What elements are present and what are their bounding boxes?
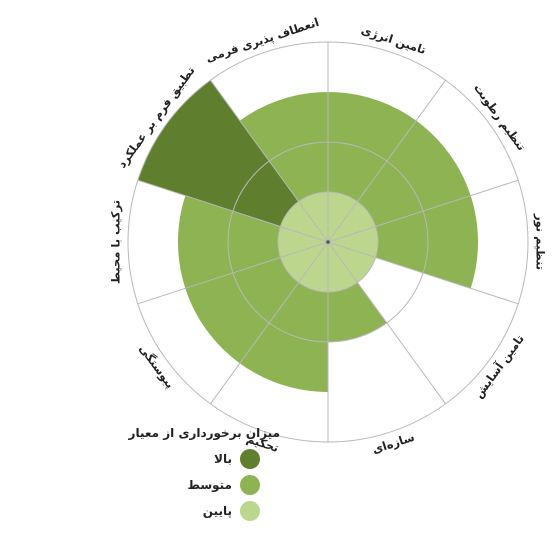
- legend-item-low: پایین: [120, 500, 280, 522]
- grid-spoke: [137, 241, 329, 305]
- grid-spoke: [327, 179, 519, 243]
- legend-swatch-high: [240, 449, 260, 469]
- legend-swatch-low: [240, 501, 260, 521]
- category-label: تنظیم نور: [533, 213, 548, 270]
- grid-spoke: [327, 79, 446, 243]
- grid-layer: [127, 41, 529, 443]
- legend-swatch-medium: [240, 475, 260, 495]
- legend-item-high: بالا: [120, 448, 280, 470]
- category-label: سازه‌ای: [370, 430, 416, 457]
- grid-spoke: [210, 79, 329, 243]
- category-label: تنظیم رطوبت: [470, 81, 529, 154]
- category-label: تامین انرژی: [359, 23, 427, 57]
- center-dot: [326, 240, 330, 244]
- sector-wedge: [177, 195, 328, 289]
- legend-title: میزان برخورداری از معیار: [128, 426, 280, 440]
- grid-spoke: [327, 241, 446, 405]
- legend-label-high: بالا: [214, 452, 232, 466]
- grid-spoke: [210, 241, 329, 405]
- legend-label-low: پایین: [202, 504, 232, 518]
- grid-spoke: [327, 241, 519, 305]
- grid-spoke: [137, 179, 329, 243]
- category-label: ترکیب با محیط: [109, 200, 123, 284]
- legend: میزان برخورداری از معیار بالا متوسط پایی…: [120, 426, 280, 526]
- legend-item-medium: متوسط: [120, 474, 280, 496]
- sector-wedge: [137, 80, 328, 242]
- legend-label-medium: متوسط: [187, 478, 232, 492]
- sector-wedge: [328, 195, 479, 289]
- category-label: انعطاف پذیری فرمی: [204, 15, 321, 65]
- category-label: تامین آسایش: [471, 332, 526, 401]
